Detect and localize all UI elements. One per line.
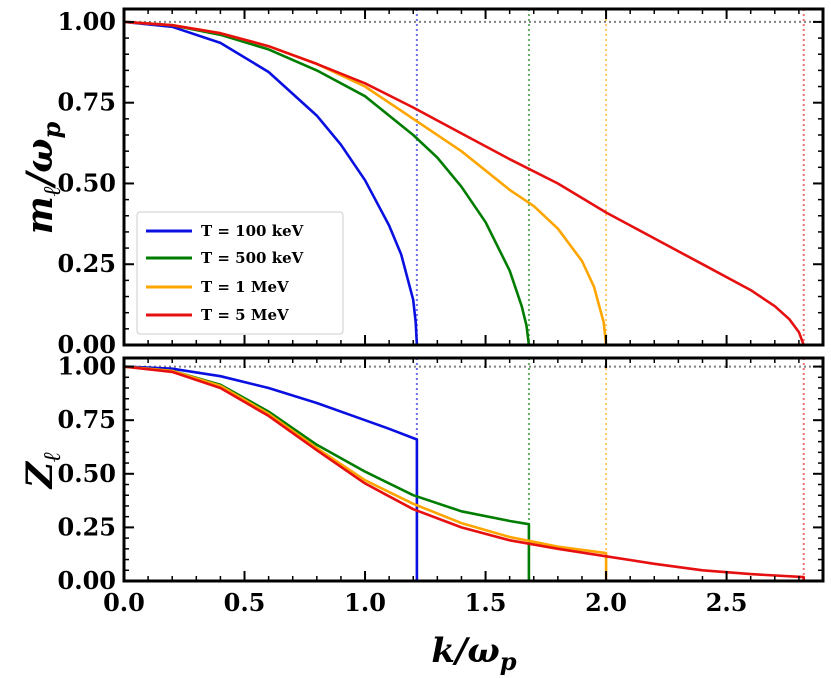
legend-label: T = 1 MeV <box>201 278 289 296</box>
series-line <box>123 20 805 346</box>
y-tick-label: 0.75 <box>58 88 116 117</box>
series-line <box>123 20 419 346</box>
legend-entry: T = 100 keV <box>146 222 304 240</box>
y-tick-label: 0.50 <box>58 168 116 197</box>
bottom-y-axis-label: Zℓ <box>19 452 66 491</box>
legend: T = 100 keV T = 500 keV T = 1 MeV T = 5 … <box>136 211 344 335</box>
x-tick-label: 2.0 <box>585 588 627 617</box>
top-ticks: 0.00 0.25 0.50 0.75 1.00 <box>58 7 823 359</box>
top-panel: 0.00 0.25 0.50 0.75 1.00 mℓ/ωp T = 100 keV T… <box>19 7 825 359</box>
y-tick-label: 0.50 <box>58 459 116 488</box>
top-plot-area <box>123 9 823 346</box>
y-tick-label: 0.25 <box>58 512 116 541</box>
y-tick-label: 0.00 <box>58 330 116 359</box>
y-tick-label: 1.00 <box>58 7 116 36</box>
x-tick-label: 0.5 <box>224 588 266 617</box>
top-panel-frame <box>122 7 825 347</box>
legend-label: T = 5 MeV <box>201 306 289 324</box>
x-tick-label: 1.0 <box>344 588 386 617</box>
bottom-panel: 0.00 0.25 0.50 0.75 1.00 0.0 0.5 1.0 1.5 2.0 2.5 Z… <box>19 352 825 676</box>
legend-entry: T = 5 MeV <box>146 306 289 324</box>
y-tick-label: 1.00 <box>58 352 116 381</box>
legend-entry: T = 500 keV <box>146 249 304 267</box>
x-tick-label: 1.5 <box>465 588 507 617</box>
series-line <box>123 365 608 581</box>
bottom-panel-frame <box>122 356 825 583</box>
y-tick-label: 0.75 <box>58 405 116 434</box>
bottom-ticks: 0.00 0.25 0.50 0.75 1.00 0.0 0.5 1.0 1.5 2.0 2.5 <box>58 352 823 617</box>
series-line <box>123 20 531 346</box>
legend-label: T = 100 keV <box>201 222 304 240</box>
legend-box <box>136 211 344 335</box>
x-tick-label: 2.5 <box>706 588 748 617</box>
bottom-plot-area <box>123 358 823 581</box>
x-axis-label: k/ωp <box>431 631 516 676</box>
y-tick-label: 0.00 <box>58 566 116 595</box>
legend-label: T = 500 keV <box>201 249 304 267</box>
y-tick-label: 0.25 <box>58 249 116 278</box>
top-y-axis-label: mℓ/ωp <box>19 121 66 234</box>
legend-entry: T = 1 MeV <box>146 278 289 296</box>
x-tick-label: 0.0 <box>103 588 145 617</box>
series-line <box>123 365 419 581</box>
